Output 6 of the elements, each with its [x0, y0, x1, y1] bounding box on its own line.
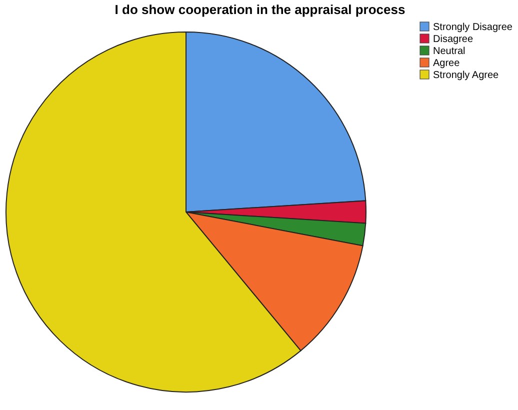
- legend-label: Neutral: [433, 46, 466, 57]
- legend-label: Strongly Disagree: [433, 22, 513, 33]
- legend-label: Agree: [433, 58, 460, 69]
- legend-label: Strongly Agree: [433, 70, 500, 81]
- chart-title: I do show cooperation in the appraisal process: [114, 2, 406, 17]
- legend-label: Disagree: [433, 34, 474, 45]
